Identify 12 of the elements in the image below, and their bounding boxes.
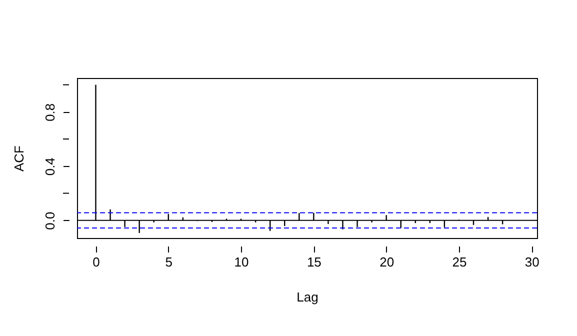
y-tick-label: 0.0 [42, 212, 58, 230]
x-tick-label: 30 [524, 254, 540, 270]
x-tick-label: 10 [234, 254, 249, 270]
x-axis-title: Lag [296, 290, 318, 304]
x-tick-label: 25 [452, 254, 467, 270]
x-tick-label: 20 [380, 254, 394, 270]
x-tick-label: 0 [92, 254, 100, 270]
x-tick-label: 15 [306, 254, 322, 270]
y-tick-label: 0.4 [42, 158, 58, 176]
y-tick-label: 0.8 [42, 103, 58, 122]
y-axis-title: ACF [12, 145, 26, 172]
x-tick-label: 5 [165, 254, 173, 270]
